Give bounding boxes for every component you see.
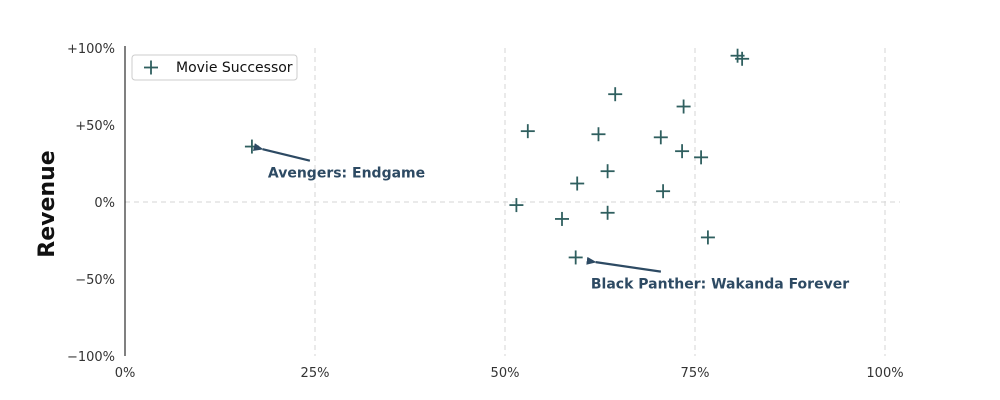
legend-box	[131, 54, 298, 81]
y-tick-label: +100%	[67, 42, 115, 57]
grid-layer	[125, 48, 900, 356]
x-tick-label: 50%	[491, 366, 520, 381]
data-point	[570, 176, 585, 191]
legend-entry-label: Movie Successor	[176, 60, 293, 76]
data-point	[555, 211, 569, 226]
data-point	[735, 51, 750, 66]
x-tick-label: 100%	[866, 366, 903, 381]
data-point	[694, 150, 709, 165]
data-point	[600, 205, 615, 220]
y-tick-label: −100%	[67, 350, 115, 365]
data-points	[244, 48, 750, 265]
data-point	[656, 184, 671, 199]
data-point	[568, 250, 583, 265]
x-tick-label: 25%	[301, 366, 330, 381]
data-point	[600, 164, 615, 179]
legend-plus-icon	[144, 60, 158, 75]
y-tick-label: −50%	[75, 273, 115, 288]
annotation-arrow	[586, 256, 662, 273]
annotation-arrow	[252, 143, 311, 162]
annotation-label: Avengers: Endgame	[268, 166, 425, 182]
y-axis-label: Revenue	[35, 150, 60, 257]
data-point	[700, 230, 715, 245]
data-point	[591, 127, 606, 142]
data-point	[244, 139, 259, 154]
x-tick-label: 75%	[681, 366, 710, 381]
legend-marker	[144, 60, 158, 75]
data-point	[675, 144, 690, 159]
y-tick-label: +50%	[75, 119, 115, 134]
annotations: Avengers: Endgame Black Panther: Wakanda …	[252, 143, 849, 293]
data-point	[509, 198, 524, 213]
data-point	[676, 99, 691, 114]
tick-labels: 0% 25% 50% 75% 100% −100% −50% 0% +50% +100%	[67, 42, 904, 381]
data-point	[608, 87, 623, 102]
annotation-label: Black Panther: Wakanda Forever	[591, 277, 849, 293]
y-tick-label: 0%	[94, 196, 115, 211]
x-tick-label: 0%	[115, 366, 136, 381]
data-point	[520, 124, 535, 139]
legend: Movie Successor	[131, 54, 298, 81]
data-point	[653, 130, 668, 145]
